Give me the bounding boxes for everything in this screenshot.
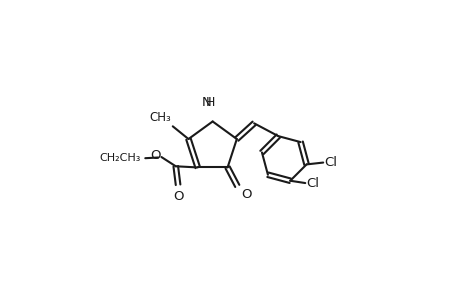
Text: N: N [201, 97, 211, 110]
Text: CH₂CH₃: CH₂CH₃ [99, 153, 140, 163]
Text: O: O [241, 188, 252, 201]
Text: O: O [173, 190, 183, 203]
Text: Cl: Cl [324, 156, 336, 169]
Text: Cl: Cl [306, 177, 319, 190]
Text: CH₃: CH₃ [150, 111, 171, 124]
Text: H: H [205, 97, 214, 110]
Text: O: O [150, 149, 160, 162]
